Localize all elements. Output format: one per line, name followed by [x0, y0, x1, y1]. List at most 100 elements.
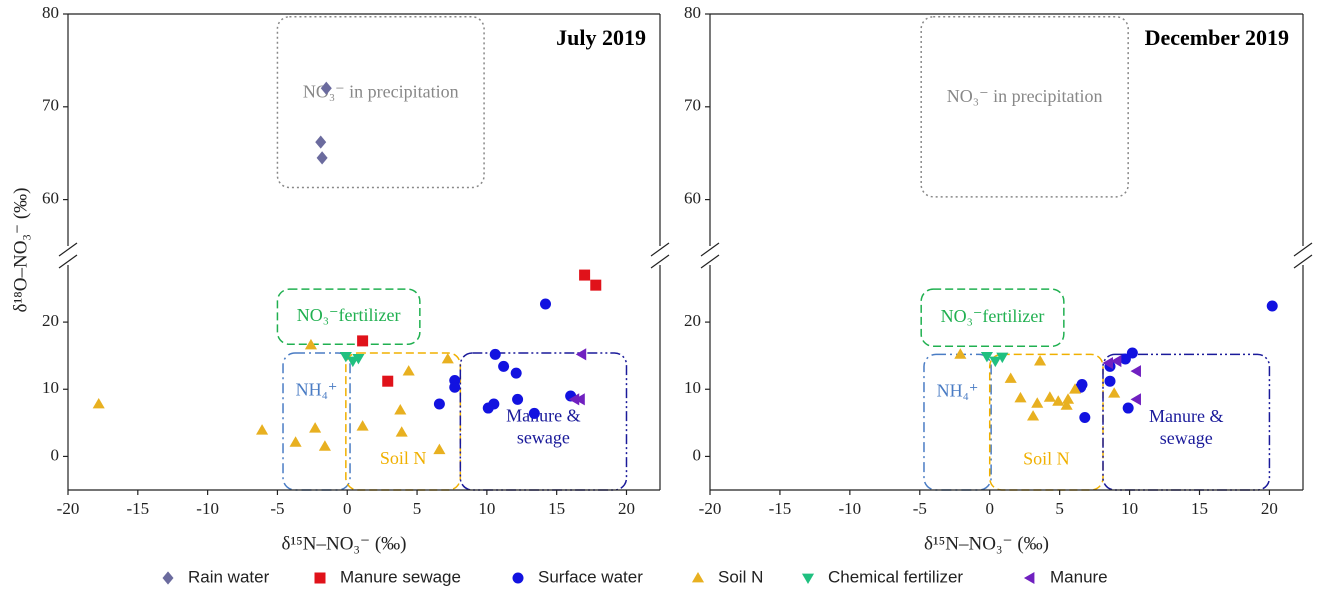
point	[356, 420, 369, 431]
region-label: NO₃⁻ in precipitation	[947, 86, 1103, 106]
point	[489, 348, 501, 360]
region-label: Manure &	[1149, 406, 1223, 426]
region-label: Soil N	[1023, 448, 1070, 468]
point	[989, 356, 1002, 368]
point	[402, 365, 415, 376]
point	[1031, 397, 1044, 408]
point	[575, 348, 587, 361]
x-axis-label: δ¹⁵N–NO₃⁻ (‰)	[924, 533, 1049, 554]
source-region	[276, 288, 421, 346]
y-tick-label: 70	[684, 96, 701, 115]
region-label: NO₃⁻ in precipitation	[303, 82, 459, 102]
region-label: Soil N	[380, 448, 427, 468]
point	[1130, 393, 1141, 406]
point	[1108, 387, 1121, 398]
x-tick-label: 10	[478, 499, 495, 518]
point	[498, 360, 510, 372]
point	[512, 393, 524, 405]
x-tick-label: 20	[618, 499, 635, 518]
point	[1027, 410, 1040, 421]
point	[339, 351, 352, 363]
point	[309, 422, 322, 433]
point	[441, 352, 454, 364]
x-tick-label: 10	[1121, 499, 1138, 518]
point	[1266, 300, 1278, 312]
x-tick-label: 15	[1191, 499, 1208, 518]
point	[1122, 402, 1134, 414]
y-tick-label: 20	[42, 311, 59, 330]
panel-title: July 2019	[556, 25, 646, 50]
point	[1043, 391, 1056, 402]
legend-label: Manure sewage	[340, 567, 461, 586]
region-label: NO₃⁻fertilizer	[297, 305, 401, 325]
axis-break	[650, 242, 670, 257]
point	[568, 393, 580, 406]
x-tick-label: -10	[839, 499, 862, 518]
point	[315, 135, 327, 149]
y-tick-label: 10	[42, 378, 59, 397]
point	[289, 436, 302, 447]
point	[488, 398, 500, 410]
panel-title: December 2019	[1145, 25, 1289, 50]
point	[1104, 375, 1116, 387]
point	[1060, 399, 1073, 410]
point	[316, 151, 328, 165]
source-region	[282, 352, 351, 491]
legend-marker	[801, 573, 815, 585]
legend-label: Rain water	[188, 567, 270, 586]
point	[1130, 365, 1141, 378]
legend-marker	[512, 572, 524, 584]
legend-marker	[314, 572, 326, 584]
point	[394, 404, 407, 415]
x-tick-label: 5	[413, 499, 422, 518]
region-label: sewage	[1160, 428, 1213, 448]
panel: NO₃⁻ in precipitation NO₃⁻fertilizer NH₄⁺ S…	[10, 3, 670, 554]
x-tick-label: 20	[1261, 499, 1278, 518]
legend-label: Chemical fertilizer	[828, 567, 963, 586]
y-tick-label: 0	[693, 445, 702, 464]
region-label: NH₄⁺	[296, 379, 338, 399]
point	[304, 338, 317, 350]
point	[574, 393, 585, 406]
y-tick-label: 80	[684, 3, 701, 22]
point	[579, 269, 591, 281]
point	[449, 381, 461, 393]
point	[357, 335, 369, 347]
source-region	[1102, 353, 1271, 491]
region-label: NO₃⁻fertilizer	[941, 306, 1045, 326]
legend: Rain water Manure sewage Surface water Soil…	[188, 567, 1108, 586]
x-tick-label: -20	[699, 499, 722, 518]
axis-break	[650, 254, 670, 269]
point	[510, 367, 522, 379]
y-tick-label: 60	[42, 189, 59, 208]
y-tick-label: 80	[42, 3, 59, 22]
x-tick-label: 15	[548, 499, 565, 518]
point	[1110, 354, 1122, 368]
point	[318, 440, 331, 451]
legend-marker	[162, 571, 174, 585]
point	[996, 352, 1009, 364]
axis-break	[1293, 254, 1313, 269]
y-tick-label: 60	[684, 189, 701, 208]
point	[1079, 411, 1091, 423]
y-axis-label: δ¹⁸O–NO₃⁻ (‰)	[10, 188, 31, 313]
x-tick-label: -10	[196, 499, 219, 518]
point	[1061, 393, 1075, 404]
axis-break	[58, 242, 78, 257]
region-label: Manure &	[506, 405, 580, 425]
panel: NO₃⁻ in precipitation NO₃⁻fertilizer NH₄⁺ S…	[684, 3, 1313, 554]
source-region	[923, 353, 992, 491]
axis-break	[1293, 242, 1313, 257]
point	[382, 375, 394, 387]
legend-label: Surface water	[538, 567, 643, 586]
point	[256, 424, 269, 435]
point	[1119, 353, 1131, 365]
point	[352, 353, 365, 365]
point	[1052, 395, 1065, 406]
legend-marker	[1023, 571, 1035, 585]
point	[433, 398, 445, 410]
region-label: sewage	[517, 427, 570, 447]
point	[528, 407, 540, 419]
legend-label: Soil N	[718, 567, 763, 586]
x-tick-label: -5	[270, 499, 284, 518]
